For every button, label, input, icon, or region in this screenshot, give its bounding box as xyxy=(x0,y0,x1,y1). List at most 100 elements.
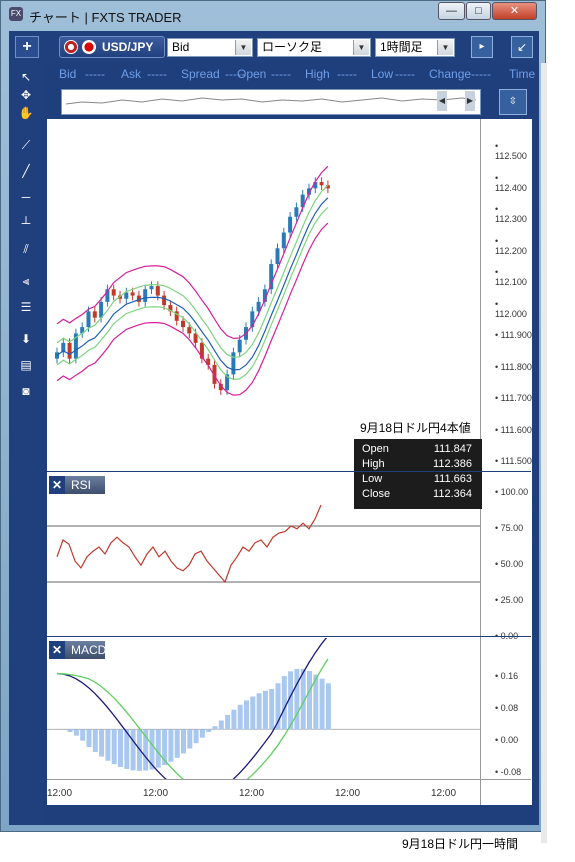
chart-panel: + USD/JPY Bid ▼ ローソク足 ▼ 1時間足 ▼ ▸ ↙ ↖ xyxy=(9,31,547,843)
candle-body xyxy=(61,342,66,353)
close-button[interactable]: ✕ xyxy=(492,2,537,20)
drawing-tools: ↖ ✥ ✋ ⟋ ╱ ─ ┴ ⫽ ⫷ ☰ ⬇ ▤ ◙ xyxy=(9,63,43,823)
cursor-icon[interactable]: ↖ xyxy=(20,70,32,84)
candle-body xyxy=(288,216,293,233)
crosshair-icon[interactable]: ✥ xyxy=(20,88,32,102)
list-icon[interactable]: ▤ xyxy=(20,358,32,372)
fx-app-icon: FX xyxy=(9,7,23,21)
macd-histogram-bar xyxy=(288,671,294,730)
scroll-left-icon[interactable]: ◀ xyxy=(437,91,447,111)
time-tick-label: 12:00 xyxy=(143,788,169,799)
macd-histogram-bar xyxy=(61,729,67,730)
candle-body xyxy=(206,358,211,365)
candle-body xyxy=(218,383,223,391)
macd-histogram-bar xyxy=(281,676,287,730)
candle-body xyxy=(212,364,217,384)
bid-label: Bid xyxy=(59,67,77,81)
macd-panel-label: ✕ MACD xyxy=(49,641,107,659)
expand-icon[interactable]: ▸ xyxy=(471,36,493,58)
caption: 9月18日ドル円一時間 xyxy=(402,837,519,851)
chart-window: FX チャート | FXTS TRADER — □ ✕ + USD/JPY Bi… xyxy=(0,0,547,843)
price-chart xyxy=(55,165,330,396)
bollinger-upper xyxy=(56,165,329,339)
candle-body xyxy=(136,295,141,302)
time-tick-label: 12:00 xyxy=(431,788,457,799)
candle-body xyxy=(92,311,97,318)
parallel-line-icon[interactable]: ⫽ xyxy=(23,242,29,256)
candle-body xyxy=(155,286,160,296)
macd-histogram-bar xyxy=(174,729,180,758)
time-axis: 12:00 12:00 12:00 12:00 12:00 xyxy=(47,779,531,806)
title-bar: FX チャート | FXTS TRADER — □ ✕ xyxy=(1,1,545,27)
macd-histogram-bar xyxy=(256,693,262,730)
hand-icon[interactable]: ✋ xyxy=(18,106,34,120)
candle-body xyxy=(325,185,330,189)
candle-body xyxy=(99,301,104,318)
bollinger-lower xyxy=(56,222,329,396)
price-tick-label: • 112.400 xyxy=(495,172,527,193)
vertical-scrollbar[interactable] xyxy=(541,63,547,843)
price-tick-label: • 111.700 xyxy=(495,393,532,403)
candle-body xyxy=(111,289,116,296)
spread-label: Spread xyxy=(181,67,220,81)
macd-histogram-bar xyxy=(111,729,117,765)
candle-body xyxy=(307,188,311,195)
rsi-tick-label: • 100.00 xyxy=(495,487,529,497)
macd-histogram-bar xyxy=(250,696,256,730)
chart-canvas[interactable]: • 112.500 • 112.400 • 112.300 • 112.200 • 11… xyxy=(47,119,532,806)
macd-histogram-bar xyxy=(313,674,319,730)
vertical-line-icon[interactable]: ┴ xyxy=(21,216,31,230)
low-value: ----- xyxy=(395,67,415,81)
chart-toolbar: + USD/JPY Bid ▼ ローソク足 ▼ 1時間足 ▼ ▸ ↙ xyxy=(9,31,539,63)
trendline-icon[interactable]: ⟋ xyxy=(21,138,31,152)
macd-histogram-bar xyxy=(130,729,136,771)
timeframe-value: 1時間足 xyxy=(380,40,423,54)
candle-body xyxy=(269,264,274,290)
price-tick-label: • 112.000 xyxy=(495,298,527,319)
macd-histogram-bar xyxy=(99,729,105,757)
minimize-button[interactable]: — xyxy=(438,2,465,20)
price-type-select[interactable]: Bid ▼ xyxy=(167,38,253,57)
chevron-down-icon: ▼ xyxy=(353,40,369,55)
time-label: Time xyxy=(509,67,536,81)
rsi-tick-label: • 50.00 xyxy=(495,559,524,569)
timeframe-select[interactable]: 1時間足 ▼ xyxy=(375,38,455,57)
symbol-label: USD/JPY xyxy=(102,40,154,54)
fibonacci-icon[interactable]: ☰ xyxy=(20,300,32,314)
time-tick-label: 12:00 xyxy=(47,788,73,799)
high-label: High xyxy=(305,67,330,81)
candle-body xyxy=(174,311,179,321)
close-icon[interactable]: ✕ xyxy=(49,476,65,494)
candle-body xyxy=(67,342,72,359)
spread-value: ----- xyxy=(225,67,245,81)
overview-scroller[interactable] xyxy=(61,89,481,115)
macd-tick-label: • 0.00 xyxy=(495,735,519,745)
close-label: Close xyxy=(362,488,391,500)
macd-label: MACD xyxy=(71,643,107,657)
fit-chart-icon[interactable]: ⇳ xyxy=(499,89,527,115)
bid-value: ----- xyxy=(85,67,105,81)
add-chart-button[interactable]: + xyxy=(15,36,39,58)
bollinger-inner-lower xyxy=(56,206,329,380)
price-axis: • 112.500 • 112.400 • 112.300 • 112.200 • 11… xyxy=(480,119,532,805)
toggle-icon[interactable]: ↙ xyxy=(511,36,533,58)
candle-body xyxy=(294,207,299,217)
candle-body xyxy=(262,289,267,302)
line-icon[interactable]: ╱ xyxy=(22,164,30,178)
chart-type-select[interactable]: ローソク足 ▼ xyxy=(257,38,371,57)
camera-icon[interactable]: ◙ xyxy=(22,384,30,398)
candle-body xyxy=(256,301,261,312)
close-icon[interactable]: ✕ xyxy=(49,641,65,659)
horizontal-line-icon[interactable]: ─ xyxy=(21,190,31,204)
candle-body xyxy=(80,327,85,334)
macd-histogram-bar xyxy=(307,671,312,730)
maximize-button[interactable]: □ xyxy=(466,2,491,20)
fan-icon[interactable]: ⫷ xyxy=(22,274,30,288)
candle-body xyxy=(149,286,154,290)
candle-body xyxy=(313,182,318,189)
scroll-right-icon[interactable]: ▶ xyxy=(465,91,475,111)
panel-divider xyxy=(47,636,531,637)
download-icon[interactable]: ⬇ xyxy=(20,332,32,346)
symbol-selector[interactable]: USD/JPY xyxy=(59,36,165,58)
chart-type-value: ローソク足 xyxy=(262,40,323,54)
